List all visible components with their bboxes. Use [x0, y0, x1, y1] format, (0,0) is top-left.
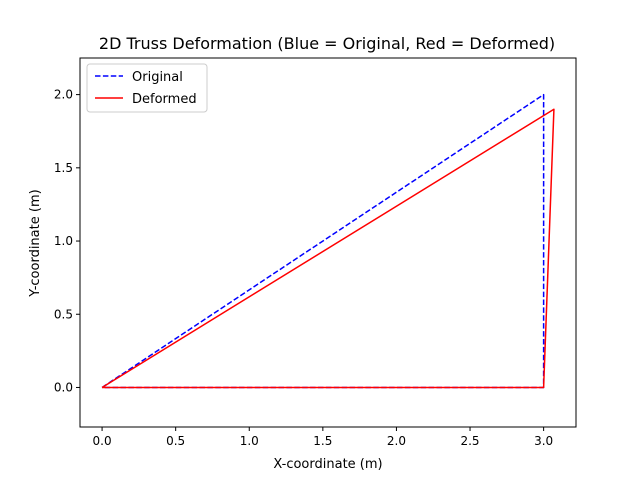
- x-axis-ticks: 0.0 0.5 1.0 1.5 2.0 2.5 3.0: [93, 427, 553, 448]
- legend-label-deformed: Deformed: [132, 92, 197, 107]
- x-tick-label: 0.5: [166, 434, 185, 448]
- legend: Original Deformed: [86, 63, 208, 113]
- series-layer: [101, 93, 555, 389]
- y-tick-label: 0.5: [54, 307, 73, 321]
- y-axis-label: Y-coordinate (m): [28, 189, 43, 297]
- y-tick-label: 1.0: [54, 234, 73, 248]
- series-original-line: [101, 93, 545, 389]
- y-tick-label: 1.5: [54, 161, 73, 175]
- series-deformed-line: [101, 108, 555, 389]
- x-tick-label: 0.0: [93, 434, 112, 448]
- legend-box: [86, 63, 208, 113]
- x-tick-label: 1.5: [313, 434, 332, 448]
- y-axis-ticks: 0.0 0.5 1.0 1.5 2.0: [54, 88, 80, 394]
- x-tick-label: 1.0: [240, 434, 259, 448]
- legend-label-original: Original: [132, 70, 183, 85]
- x-tick-label: 3.0: [534, 434, 553, 448]
- plot-frame: [79, 57, 577, 428]
- x-axis-label: X-coordinate (m): [273, 457, 382, 472]
- y-tick-label: 0.0: [54, 380, 73, 394]
- x-tick-label: 2.5: [460, 434, 479, 448]
- chart-title: 2D Truss Deformation (Blue = Original, R…: [99, 34, 555, 53]
- x-tick-label: 2.0: [387, 434, 406, 448]
- y-tick-label: 2.0: [54, 88, 73, 102]
